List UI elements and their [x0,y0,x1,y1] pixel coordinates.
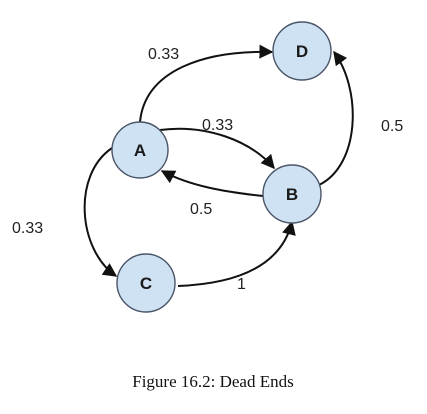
edge-b-to-d [318,50,354,186]
weight-c-to-b: 1 [237,276,246,293]
edge-b-to-a [160,170,264,197]
weight-a-to-c: 0.33 [12,220,43,237]
node-c-label: C [140,274,152,293]
node-d: D [272,21,332,81]
edge-a-to-d [139,44,274,123]
edge-a-to-b [159,127,275,170]
figure-caption: Figure 16.2: Dead Ends [132,372,293,391]
node-d-label: D [296,42,308,61]
weight-b-to-d: 0.5 [381,118,403,135]
edges [83,44,354,287]
node-a-label: A [134,141,146,160]
node-b-circle [262,164,322,224]
edge-c-to-b [177,220,296,287]
node-b: B [262,164,322,224]
node-a-circle [111,121,169,179]
node-a: A [111,121,169,179]
node-c-circle [116,253,176,313]
edge-weights: 0.33 0.33 0.33 0.5 0.5 1 [12,46,403,293]
node-b-label: B [286,185,298,204]
node-d-circle [272,21,332,81]
nodes: A B C D [111,21,332,313]
weight-a-to-b: 0.33 [202,117,233,134]
weight-b-to-a: 0.5 [190,201,212,218]
edge-a-to-c [83,147,118,277]
weight-a-to-d: 0.33 [148,46,179,63]
node-c: C [116,253,176,313]
